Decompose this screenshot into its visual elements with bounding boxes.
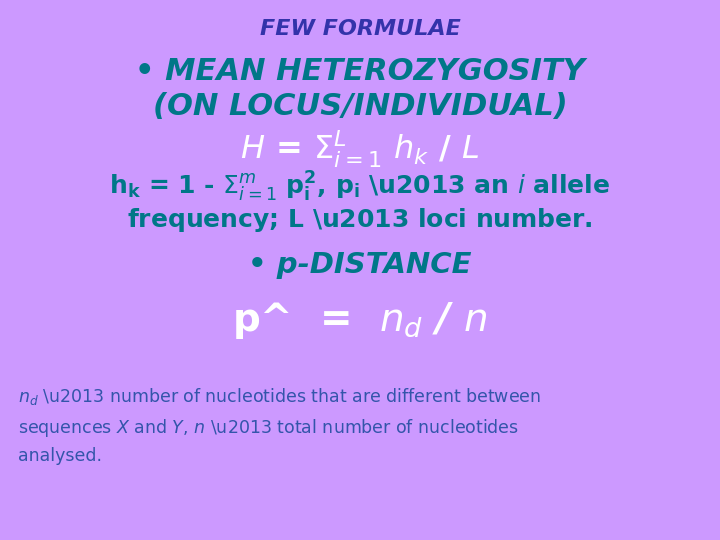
Text: frequency; $\mathbf{L}$ \u2013 loci number.: frequency; $\mathbf{L}$ \u2013 loci numb… <box>127 206 593 234</box>
Text: (ON LOCUS/INDIVIDUAL): (ON LOCUS/INDIVIDUAL) <box>153 92 567 121</box>
Text: • p-DISTANCE: • p-DISTANCE <box>248 251 472 279</box>
Text: FEW FORMULAE: FEW FORMULAE <box>260 19 460 39</box>
Text: $n_d$ \u2013 number of nucleotides that are different between
sequences $X$ and : $n_d$ \u2013 number of nucleotides that … <box>18 386 541 465</box>
Text: $\mathit{H}$ = $\Sigma^L_{i=1}$ $h_k$ / $\mathit{L}$: $\mathit{H}$ = $\Sigma^L_{i=1}$ $h_k$ / … <box>240 129 480 170</box>
Text: $\mathbf{h_k}$ = $\mathbf{1}$ - $\Sigma^m_{i=1}$ $\mathbf{p_i^2}$, $\mathbf{p_i}: $\mathbf{h_k}$ = $\mathbf{1}$ - $\Sigma^… <box>109 170 611 204</box>
Text: • MEAN HETEROZYGOSITY: • MEAN HETEROZYGOSITY <box>135 57 585 86</box>
Text: $\mathbf{p}$^  =  $n_d$ / $n$: $\mathbf{p}$^ = $n_d$ / $n$ <box>233 300 487 341</box>
